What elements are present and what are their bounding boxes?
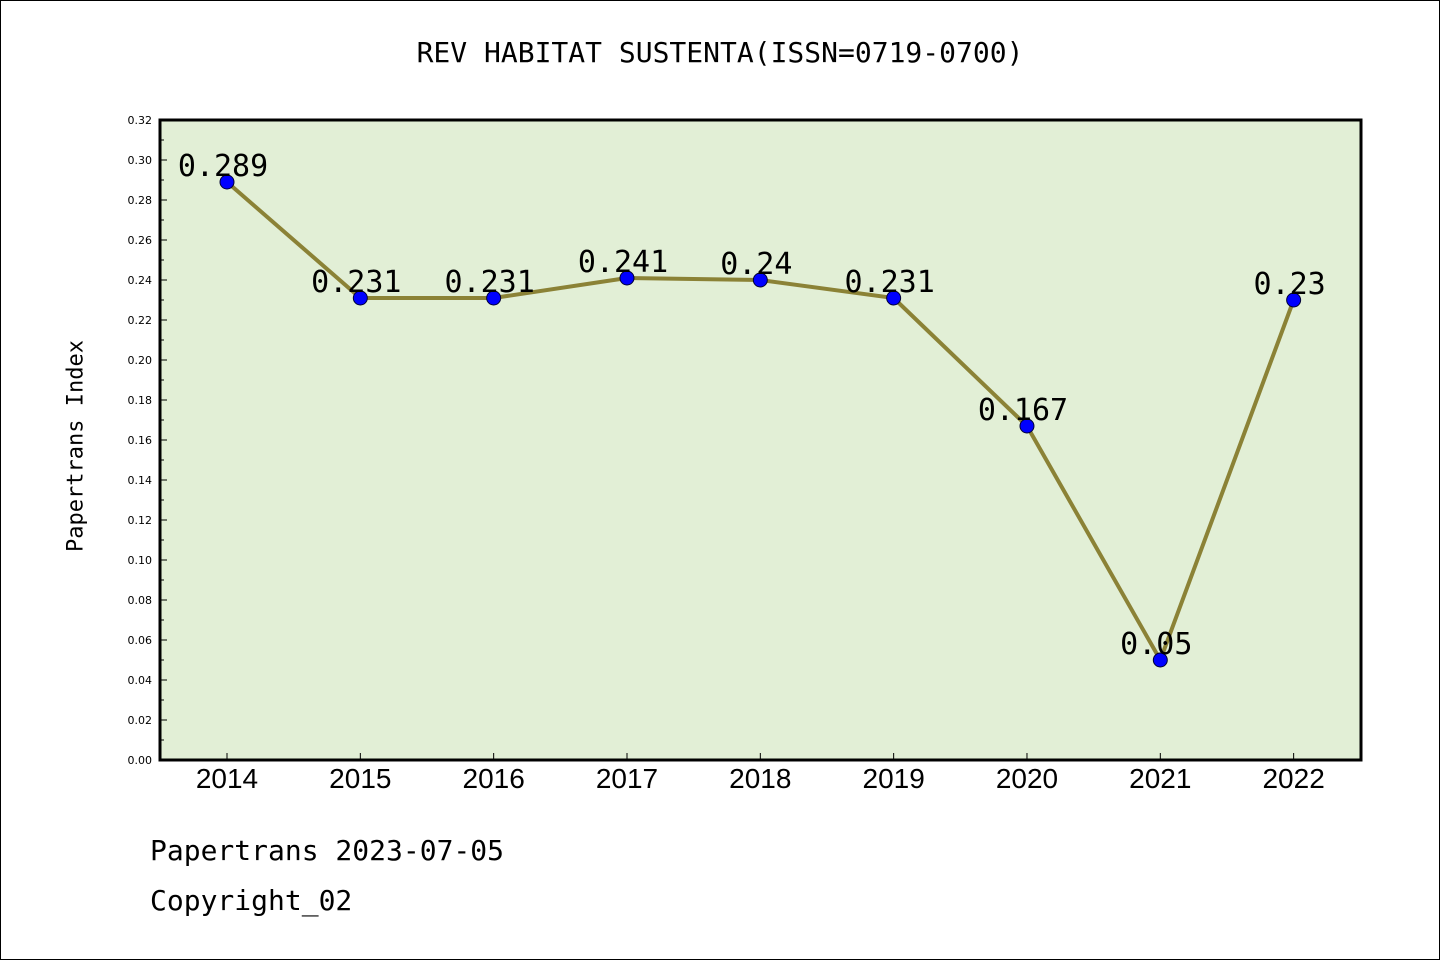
data-markers bbox=[219, 174, 1302, 668]
y-tick-label: 0.06 bbox=[128, 634, 153, 647]
data-point bbox=[1152, 652, 1168, 668]
y-tick-label: 0.24 bbox=[128, 274, 153, 287]
y-tick-label: 0.16 bbox=[128, 434, 153, 447]
data-point bbox=[219, 174, 235, 190]
y-tick-label: 0.26 bbox=[128, 234, 153, 247]
plot-area bbox=[158, 118, 1363, 762]
x-tick-label: 2014 bbox=[196, 763, 258, 794]
data-label: 0.231 bbox=[445, 265, 535, 300]
y-tick-label: 0.14 bbox=[128, 474, 153, 487]
x-tick-label: 2017 bbox=[596, 763, 658, 794]
x-axis-ticks: 2014 2015 2016 2017 2018 2019 2020 2021 2022 bbox=[196, 753, 1325, 794]
data-label: 0.24 bbox=[720, 247, 792, 282]
y-tick-label: 0.20 bbox=[128, 354, 153, 367]
data-label: 0.231 bbox=[844, 265, 934, 300]
y-axis-ticks: 0.00 0.02 0.04 0.06 0.08 0.10 0.12 0.14 0.16 0.18… bbox=[128, 114, 167, 767]
data-point bbox=[486, 290, 502, 306]
data-point bbox=[352, 290, 368, 306]
y-tick-label: 0.04 bbox=[128, 674, 153, 687]
data-label: 0.231 bbox=[311, 265, 401, 300]
data-point bbox=[1019, 418, 1035, 434]
y-tick-label: 0.10 bbox=[128, 554, 153, 567]
x-tick-label: 2019 bbox=[863, 763, 925, 794]
data-point bbox=[886, 290, 902, 306]
x-tick-label: 2020 bbox=[996, 763, 1058, 794]
y-tick-label: 0.00 bbox=[128, 754, 153, 767]
x-tick-label: 2015 bbox=[329, 763, 391, 794]
x-tick-label: 2021 bbox=[1129, 763, 1191, 794]
y-tick-label: 0.12 bbox=[128, 514, 153, 527]
y-tick-label: 0.18 bbox=[128, 394, 153, 407]
chart-title: REV HABITAT SUSTENTA(ISSN=0719-0700) bbox=[416, 36, 1024, 69]
data-label: 0.23 bbox=[1254, 267, 1326, 302]
x-tick-label: 2018 bbox=[729, 763, 791, 794]
data-label: 0.289 bbox=[178, 149, 268, 184]
y-tick-label: 0.30 bbox=[128, 154, 153, 167]
x-tick-label: 2022 bbox=[1262, 763, 1324, 794]
data-point bbox=[1286, 292, 1302, 308]
y-tick-label: 0.28 bbox=[128, 194, 153, 207]
data-label: 0.241 bbox=[578, 245, 668, 280]
data-label: 0.05 bbox=[1120, 627, 1192, 662]
footer-date: Papertrans 2023-07-05 bbox=[150, 834, 505, 867]
y-tick-label: 0.02 bbox=[128, 714, 153, 727]
y-tick-label: 0.22 bbox=[128, 314, 153, 327]
y-tick-label: 0.08 bbox=[128, 594, 153, 607]
data-point bbox=[752, 272, 768, 288]
footer-copyright: Copyright_02 bbox=[150, 884, 353, 917]
data-labels: 0.289 0.231 0.231 0.241 0.24 0.231 0.167 0.05 0.… bbox=[178, 149, 1326, 662]
x-tick-label: 2016 bbox=[463, 763, 525, 794]
data-label: 0.167 bbox=[978, 393, 1068, 428]
data-point bbox=[619, 270, 635, 286]
y-tick-label: 0.32 bbox=[128, 114, 153, 127]
